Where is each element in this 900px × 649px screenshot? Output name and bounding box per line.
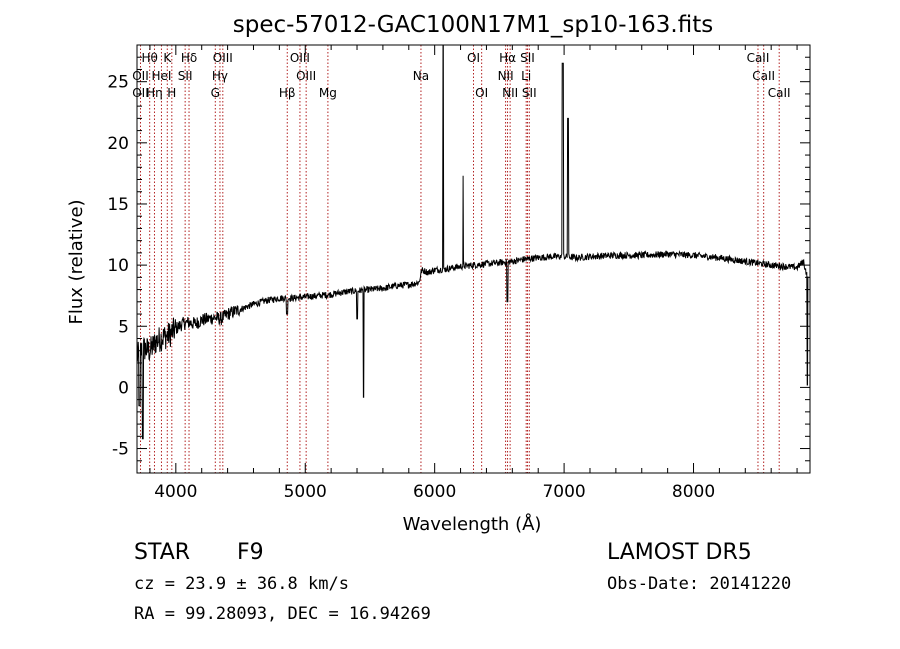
plot-frame [136, 44, 811, 474]
y-tick-label-3: 10 [107, 256, 129, 276]
y-axis-label: Flux (relative) [66, 199, 87, 324]
line-label-9: OIII [213, 51, 233, 65]
y-tick-label-4: 15 [107, 195, 129, 215]
line-label-21: NII [502, 86, 518, 100]
line-label-19: Hα [499, 51, 516, 65]
line-label-18: OI [475, 86, 488, 100]
x-tick-label-4: 8000 [672, 482, 715, 502]
x-tick-label-1: 5000 [284, 482, 327, 502]
line-label-13: OIII [296, 69, 316, 83]
line-label-0: Hθ [141, 51, 157, 65]
line-label-14: Hβ [279, 86, 296, 100]
line-label-20: NII [498, 69, 514, 83]
line-label-25: CaII [747, 51, 770, 65]
line-label-10: Hγ [212, 69, 228, 83]
y-tick-label-0: -5 [112, 440, 129, 460]
x-axis-ticks: 4000 5000 6000 7000 8000 [149, 45, 798, 502]
line-label-27: CaII [768, 86, 791, 100]
line-label-6: H [167, 86, 176, 100]
line-label-17: OI [467, 51, 480, 65]
line-label-1: OII [132, 69, 149, 83]
velocity-readout: cz = 23.9 ± 36.8 km/s [134, 574, 349, 594]
survey-name: LAMOST DR5 [607, 540, 752, 565]
line-label-3: Hη [146, 86, 163, 100]
line-label-22: SII [520, 51, 535, 65]
line-label-4: HeI [151, 69, 171, 83]
y-axis-ticks: -5 0 5 10 15 20 25 [107, 56, 810, 462]
line-label-11: G [211, 86, 220, 100]
spectrum-line [136, 44, 809, 440]
line-label-23: Li [521, 69, 531, 83]
object-subclass: F9 [237, 540, 264, 565]
chart-title: spec-57012-GAC100N17M1_sp10-163.fits [233, 12, 713, 38]
spectral-line-markers [139, 45, 780, 473]
x-tick-label-3: 7000 [542, 482, 585, 502]
line-label-26: CaII [752, 69, 775, 83]
line-label-16: Na [413, 69, 429, 83]
line-label-12: OIII [290, 51, 310, 65]
obs-date: Obs-Date: 20141220 [607, 574, 792, 594]
y-tick-label-6: 25 [107, 73, 129, 93]
x-tick-label-0: 4000 [154, 482, 197, 502]
line-label-5: K [163, 51, 172, 65]
y-tick-label-1: 0 [118, 378, 129, 398]
coordinates: RA = 99.28093, DEC = 16.94269 [134, 604, 431, 624]
line-label-7: Hδ [181, 51, 197, 65]
y-tick-label-5: 20 [107, 134, 129, 154]
line-label-24: SII [522, 86, 537, 100]
line-label-2: OII [132, 86, 149, 100]
y-tick-label-2: 5 [118, 317, 129, 337]
x-tick-label-2: 6000 [413, 482, 456, 502]
line-label-8: SII [178, 69, 193, 83]
x-axis-label: Wavelength (Å) [403, 513, 542, 535]
line-label-15: Mg [319, 86, 337, 100]
object-class: STAR [134, 540, 191, 565]
